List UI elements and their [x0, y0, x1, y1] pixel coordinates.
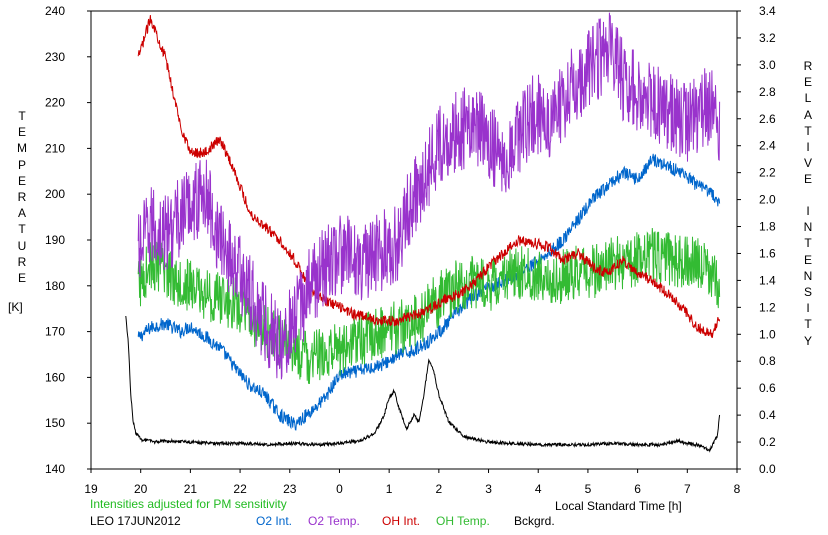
y-left-tick-label: 140 — [45, 462, 65, 476]
axis-label-letter: T — [18, 109, 26, 123]
legend-o2-int: O2 Int. — [256, 514, 293, 528]
axis-label-letter: E — [803, 172, 812, 187]
y-right-tick-label: 1.6 — [759, 246, 776, 260]
x-tick-label: 3 — [485, 482, 492, 496]
x-tick-label: 22 — [233, 482, 247, 496]
x-tick-label: 1 — [386, 482, 393, 496]
axis-label-letter: M — [17, 141, 27, 156]
series-layer — [125, 12, 721, 453]
axis-label-letter: R — [803, 59, 813, 73]
x-tick-label: 20 — [134, 482, 148, 496]
y-right-tick-label: 3.4 — [759, 4, 776, 18]
axis-label-letter: S — [803, 284, 812, 299]
y-left-tick-label: 210 — [45, 141, 65, 155]
x-axis-title: Local Standard Time [h] — [555, 499, 682, 513]
series-oh-temp — [137, 227, 721, 385]
axis-label-letter: E — [17, 270, 26, 285]
y-left-tick-label: 230 — [45, 50, 65, 64]
x-tick-label: 5 — [585, 482, 592, 496]
x-tick-label: 4 — [535, 482, 542, 496]
x-tick-label: 0 — [336, 482, 343, 496]
axis-label-letter: R — [17, 189, 27, 204]
axis-label-letter: A — [17, 206, 26, 221]
axis-label-letter: E — [17, 173, 26, 188]
legend-o2-temp: O2 Temp. — [308, 514, 360, 528]
x-tick-label: 8 — [734, 482, 741, 496]
y-left-tick-label: 180 — [45, 279, 65, 293]
axis-label-letter: U — [17, 238, 27, 253]
y-right-tick-label: 2.6 — [759, 112, 776, 126]
y-right-tick-label: 2.2 — [759, 166, 776, 180]
station-date-label: LEO 17JUN2012 — [90, 514, 181, 528]
axis-label-letter: A — [803, 107, 812, 122]
y-right-tick-label: 2.4 — [759, 139, 776, 153]
x-tick-label: 23 — [283, 482, 297, 496]
axis-label-letter: I — [806, 204, 810, 218]
x-tick-label: 19 — [84, 482, 98, 496]
y-left-tick-label: 160 — [45, 370, 65, 384]
series-o2-temp — [137, 12, 721, 380]
y-right-tick-label: 3.2 — [759, 31, 776, 45]
axis-label-letter: N — [803, 220, 813, 235]
axis-label-letter: T — [804, 317, 812, 332]
y-left-tick-label: 240 — [45, 4, 65, 18]
y-left-tick-label: 190 — [45, 233, 65, 247]
y-right-tick-label: 2.8 — [759, 85, 776, 99]
axis-label-letter: V — [803, 156, 812, 171]
x-tick-label: 21 — [184, 482, 198, 496]
axis-label-letter: T — [804, 236, 812, 251]
axis-label-letter: T — [18, 222, 26, 237]
y-right-tick-label: 2.0 — [759, 193, 776, 207]
x-tick-label: 7 — [684, 482, 691, 496]
axis-label-letter: I — [806, 301, 810, 316]
axis-label-letter: E — [17, 125, 26, 140]
series-bckgrd — [125, 315, 721, 453]
legend-oh-temp: OH Temp. — [436, 514, 490, 528]
y-right-tick-label: 0.2 — [759, 435, 776, 449]
plot-frame-layer — [90, 10, 738, 470]
y-right-tick-label: 1.8 — [759, 220, 776, 234]
axis-label-letter: Y — [803, 333, 812, 348]
x-tick-label: 2 — [436, 482, 443, 496]
axis-label-letter: R — [17, 254, 27, 269]
y-right-tick-label: 0.4 — [759, 408, 776, 422]
y-left-axis-unit: [K] — [8, 300, 23, 314]
y-right-tick-label: 1.0 — [759, 327, 776, 341]
y-right-tick-label: 0.6 — [759, 381, 776, 395]
axis-ticks-layer: 19 20 21 22 23 0 1 2 3 4 5 6 7 8140150160170180190200… — [45, 4, 776, 496]
y-right-tick-label: 0.0 — [759, 462, 776, 476]
legend-oh-int: OH Int. — [382, 514, 421, 528]
y-left-tick-label: 220 — [45, 96, 65, 110]
axis-label-letter: T — [804, 123, 812, 138]
y-left-tick-label: 150 — [45, 416, 65, 430]
y-right-tick-label: 3.0 — [759, 58, 776, 72]
axis-label-letter: I — [806, 139, 810, 154]
y-left-tick-label: 200 — [45, 187, 65, 201]
x-tick-label: 6 — [634, 482, 641, 496]
axis-label-letter: P — [17, 157, 26, 172]
series-o2-int — [137, 153, 721, 431]
y-right-tick-label: 1.4 — [759, 273, 776, 287]
axis-label-letter: N — [803, 268, 813, 283]
axis-label-letter: L — [804, 91, 812, 106]
y-right-tick-label: 0.8 — [759, 354, 776, 368]
sensitivity-note: Intensities adjusted for PM sensitivity — [90, 497, 287, 511]
axis-label-letter: E — [803, 75, 812, 90]
y-right-tick-label: 1.2 — [759, 300, 776, 314]
series-oh-int — [137, 15, 721, 339]
legend-bckgrd: Bckgrd. — [514, 514, 555, 528]
y-left-tick-label: 170 — [45, 325, 65, 339]
axis-label-letter: E — [803, 252, 812, 267]
